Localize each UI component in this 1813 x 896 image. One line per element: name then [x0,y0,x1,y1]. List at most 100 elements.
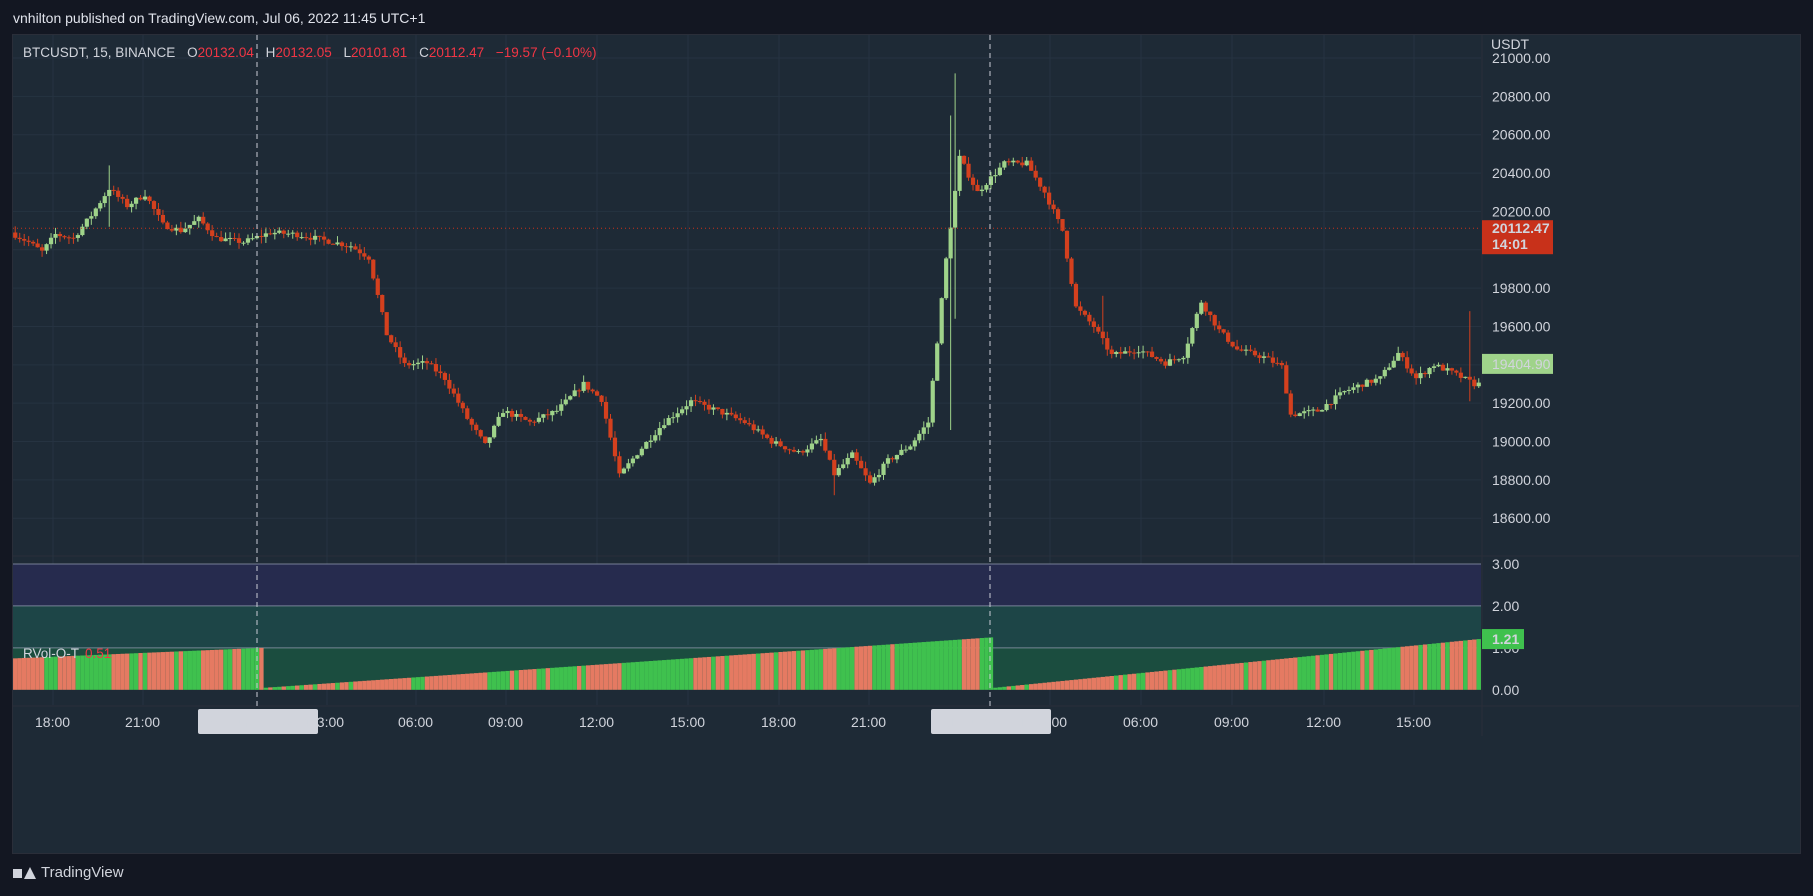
indicator-bar [371,680,376,690]
candle-body [326,239,331,244]
indicator-bar [1252,661,1258,690]
indicator-bar [568,666,573,690]
indicator-bar [1467,639,1473,690]
price-tick-label: 21000.00 [1492,50,1551,66]
candle-body [1181,357,1186,360]
candle-body [1476,382,1481,387]
indicator-bar [165,651,170,690]
candle-body [1064,230,1070,259]
candle-body [635,455,640,459]
candle-body [398,347,403,358]
candle-body [366,256,371,260]
indicator-bar [420,676,425,690]
indicator-bar [1006,686,1012,690]
candle-body [1158,358,1164,362]
candle-body [1414,373,1419,379]
candle-body [1472,379,1477,387]
candle-body [1226,332,1231,342]
symbol-label[interactable]: BTCUSDT, 15, BINANCE [23,45,176,60]
time-tick-label: 21:00 [851,714,886,730]
candle-body [1047,192,1052,205]
indicator-bar [1288,657,1293,690]
candle-body [885,458,891,464]
indicator-bar [541,668,546,690]
crosshair-time-badge-bg [931,709,1051,734]
indicator-bar [1015,685,1020,690]
candle-body [156,208,161,215]
indicator-bar [111,654,116,690]
candle-body [577,390,582,392]
candle-body [693,400,698,402]
candle-body [35,243,40,248]
indicator-bar [48,656,54,690]
indicator-bar [1431,643,1437,690]
candle-body [867,475,873,483]
indicator-bar [1100,676,1106,690]
indicator-bar [626,662,631,690]
candle-body [756,429,761,431]
indicator-bar [1351,651,1356,690]
indicator-bar [218,649,224,690]
candle-body [568,396,573,400]
candle-body [447,379,452,389]
candle-body [782,446,788,450]
indicator-legend[interactable]: RVol-O-T 0.51 [23,646,111,661]
indicator-bar [769,652,774,690]
candle-body [1230,341,1235,347]
indicator-bar [805,650,810,690]
indicator-bar [787,651,792,690]
indicator-bar [997,687,1003,690]
candle-body [205,223,210,231]
candle-body [1203,302,1208,312]
indicator-bar [630,662,636,690]
candle-body [1105,338,1110,350]
tradingview-logo[interactable]: TradingView [13,864,124,881]
candle-body [187,224,192,229]
indicator-bar [241,648,246,690]
candle-body [245,238,251,243]
candle-body [1436,364,1441,367]
indicator-bar [653,660,658,690]
candle-body [1248,349,1253,351]
indicator-bar [1136,673,1141,690]
indicator-bar [921,642,926,690]
candle-body [1445,368,1450,371]
indicator-bar [487,672,492,690]
candle-body [988,176,994,186]
candle-body [1055,209,1061,220]
indicator-bar [1145,672,1150,690]
candle-body [711,407,716,410]
candle-body [724,412,729,415]
candle-body [509,410,515,417]
candle-body [702,401,707,405]
ohlc-legend: BTCUSDT, 15, BINANCE O20132.04 H20132.05… [23,45,596,60]
indicator-bar [277,686,282,690]
indicator-bar [201,650,206,690]
indicator-bar [644,661,649,690]
candle-body [612,437,618,457]
candle-body [1257,355,1262,358]
candle-body [1320,410,1325,412]
candle-body [236,238,242,243]
candle-body [1364,379,1369,387]
time-tick-label: 09:00 [488,714,523,730]
time-tick-label: 15:00 [1396,714,1431,730]
candle-body [1123,351,1128,354]
candle-body [13,232,18,238]
candle-body [116,190,121,197]
candle-body [1042,186,1047,193]
candle-body [1167,359,1173,366]
candle-body [1467,376,1472,380]
indicator-bar [751,653,756,690]
candle-body [1405,357,1410,369]
candle-body [98,203,103,209]
candle-body [1418,373,1423,379]
indicator-bar [814,649,819,690]
candle-body [1315,409,1320,412]
indicator-bar [1387,648,1392,690]
candle-body [1458,372,1463,378]
candle-body [518,413,524,417]
indicator-bar [603,664,609,690]
indicator-bar [818,649,824,690]
